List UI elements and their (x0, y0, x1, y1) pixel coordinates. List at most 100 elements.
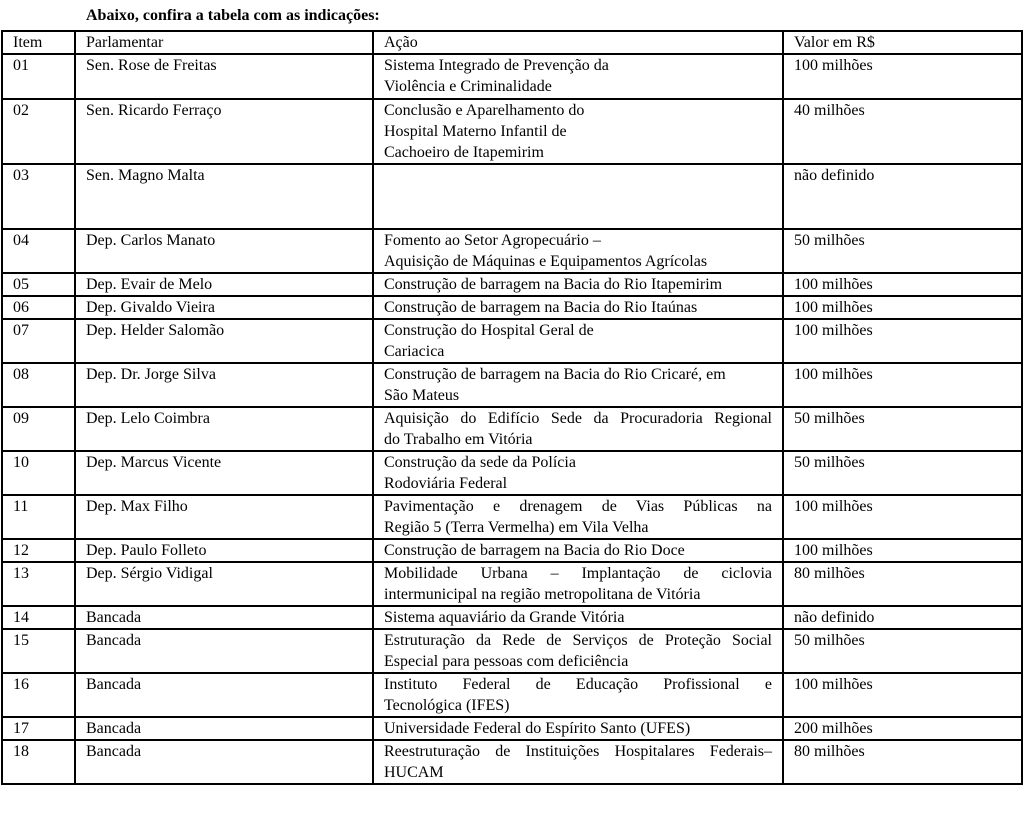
table-row: 02 Sen. Ricardo Ferraço Conclusão e Aparel… (1, 98, 1023, 165)
cell-valor: 80 milhões (782, 561, 1023, 607)
cell-valor: não definido (782, 605, 1023, 630)
cell-item: 06 (1, 295, 76, 320)
cell-item: 14 (1, 605, 76, 630)
acao-line: Cariacica (384, 343, 445, 360)
intro-heading: Abaixo, confira a tabela com as indicaçõ… (86, 7, 380, 24)
cell-item: 01 (1, 53, 76, 100)
cell-valor: 100 milhões (782, 318, 1023, 364)
cell-item: 13 (1, 561, 76, 607)
cell-parlamentar: Dep. Helder Salomão (74, 318, 374, 364)
acao-line: Mobilidade Urbana – Implantação de ciclo… (384, 565, 772, 582)
cell-valor: 100 milhões (782, 538, 1023, 563)
acao-line: Região 5 (Terra Vermelha) em Vila Velha (384, 519, 649, 536)
cell-valor: 200 milhões (782, 716, 1023, 741)
header-parlamentar: Parlamentar (74, 30, 374, 55)
cell-valor: 40 milhões (782, 98, 1023, 165)
cell-valor: 50 milhões (782, 228, 1023, 274)
cell-item: 05 (1, 272, 76, 297)
acao-line: Aquisição de Máquinas e Equipamentos Agr… (384, 253, 708, 270)
cell-acao: Universidade Federal do Espírito Santo (… (372, 716, 784, 741)
cell-item: 08 (1, 362, 76, 408)
cell-parlamentar: Bancada (74, 628, 374, 674)
header-item: Item (1, 30, 76, 55)
table-row: 15 Bancada Estruturação da Rede de Serviço… (1, 628, 1023, 674)
cell-acao: Mobilidade Urbana – Implantação de ciclo… (372, 561, 784, 607)
cell-valor: 100 milhões (782, 295, 1023, 320)
table-row: 07 Dep. Helder Salomão Construção do Hospi… (1, 318, 1023, 364)
cell-item: 17 (1, 716, 76, 741)
cell-parlamentar: Dep. Dr. Jorge Silva (74, 362, 374, 408)
cell-item: 10 (1, 450, 76, 496)
table-row: 05 Dep. Evair de Melo Construção de barrag… (1, 272, 1023, 297)
acao-line: Construção de barragem na Bacia do Rio I… (384, 299, 698, 316)
cell-item: 07 (1, 318, 76, 364)
cell-item: 18 (1, 739, 76, 785)
cell-valor: 50 milhões (782, 450, 1023, 496)
acao-line: Construção de barragem na Bacia do Rio C… (384, 366, 726, 383)
acao-line: Instituto Federal de Educação Profission… (384, 676, 772, 693)
cell-item: 03 (1, 163, 76, 230)
acao-line: Especial para pessoas com deficiência (384, 653, 629, 670)
cell-acao: Estruturação da Rede de Serviços de Prot… (372, 628, 784, 674)
acao-line: Pavimentação e drenagem de Vias Públicas… (384, 498, 772, 515)
cell-acao: Construção de barragem na Bacia do Rio D… (372, 538, 784, 563)
cell-valor: 100 milhões (782, 672, 1023, 718)
cell-parlamentar: Sen. Ricardo Ferraço (74, 98, 374, 165)
cell-item: 09 (1, 406, 76, 452)
table-row: 13 Dep. Sérgio Vidigal Mobilidade Urbana –… (1, 561, 1023, 607)
cell-acao: Conclusão e Aparelhamento do Hospital Mat… (372, 98, 784, 165)
cell-parlamentar: Sen. Magno Malta (74, 163, 374, 230)
table-row: 18 Bancada Reestruturação de Instituições … (1, 739, 1023, 785)
acao-line: Cachoeiro de Itapemirim (384, 144, 544, 161)
cell-parlamentar: Bancada (74, 605, 374, 630)
cell-item: 16 (1, 672, 76, 718)
cell-item: 02 (1, 98, 76, 165)
cell-parlamentar: Bancada (74, 672, 374, 718)
cell-item: 15 (1, 628, 76, 674)
cell-parlamentar: Dep. Max Filho (74, 494, 374, 540)
indications-table: Item Parlamentar Ação Valor em R$ 01 Sen.… (1, 30, 1023, 785)
cell-valor: 50 milhões (782, 628, 1023, 674)
cell-parlamentar: Dep. Paulo Folleto (74, 538, 374, 563)
cell-acao: Instituto Federal de Educação Profission… (372, 672, 784, 718)
cell-valor: 50 milhões (782, 406, 1023, 452)
table-row: 03 Sen. Magno Malta não definido (1, 163, 1023, 230)
table-row: 08 Dep. Dr. Jorge Silva Construção de barr… (1, 362, 1023, 408)
acao-line: Universidade Federal do Espírito Santo (… (384, 720, 691, 737)
cell-parlamentar: Sen. Rose de Freitas (74, 53, 374, 100)
acao-line: Hospital Materno Infantil de (384, 123, 567, 140)
acao-line: São Mateus (384, 387, 460, 404)
table-row: 10 Dep. Marcus Vicente Construção da sede … (1, 450, 1023, 496)
acao-line: HUCAM (384, 764, 444, 781)
cell-parlamentar: Dep. Lelo Coimbra (74, 406, 374, 452)
acao-line: Construção de barragem na Bacia do Rio I… (384, 276, 723, 293)
table-row: 04 Dep. Carlos Manato Fomento ao Setor Agr… (1, 228, 1023, 274)
acao-line: Sistema aquaviário da Grande Vitória (384, 609, 625, 626)
table-row: 01 Sen. Rose de Freitas Sistema Integrado … (1, 53, 1023, 100)
acao-line: Sistema Integrado de Prevenção da (384, 57, 609, 74)
cell-acao: Construção da sede da Polícia Rodoviária … (372, 450, 784, 496)
cell-parlamentar: Dep. Sérgio Vidigal (74, 561, 374, 607)
acao-line: Rodoviária Federal (384, 475, 508, 492)
cell-acao: Sistema Integrado de Prevenção da Violênc… (372, 53, 784, 100)
cell-valor: 100 milhões (782, 53, 1023, 100)
cell-acao: Reestruturação de Instituições Hospitala… (372, 739, 784, 785)
acao-line: Construção da sede da Polícia (384, 454, 576, 471)
cell-acao: Aquisição do Edifício Sede da Procurador… (372, 406, 784, 452)
table-row: 16 Bancada Instituto Federal de Educação P… (1, 672, 1023, 718)
acao-line: Construção do Hospital Geral de (384, 322, 594, 339)
cell-parlamentar: Dep. Marcus Vicente (74, 450, 374, 496)
acao-line: Conclusão e Aparelhamento do (384, 102, 585, 119)
acao-line: Reestruturação de Instituições Hospitala… (384, 743, 772, 760)
cell-acao: Construção de barragem na Bacia do Rio C… (372, 362, 784, 408)
cell-acao: Construção de barragem na Bacia do Rio I… (372, 295, 784, 320)
table-row: 12 Dep. Paulo Folleto Construção de barrag… (1, 538, 1023, 563)
cell-parlamentar: Dep. Carlos Manato (74, 228, 374, 274)
table-row: 17 Bancada Universidade Federal do Espírit… (1, 716, 1023, 741)
table-row: 14 Bancada Sistema aquaviário da Grande Vi… (1, 605, 1023, 630)
header-row: Item Parlamentar Ação Valor em R$ (1, 30, 1023, 55)
acao-line: intermunicipal na região metropolitana d… (384, 586, 701, 603)
table-row: 09 Dep. Lelo Coimbra Aquisição do Edifício… (1, 406, 1023, 452)
cell-parlamentar: Dep. Givaldo Vieira (74, 295, 374, 320)
acao-line: Tecnológica (IFES) (384, 697, 510, 714)
